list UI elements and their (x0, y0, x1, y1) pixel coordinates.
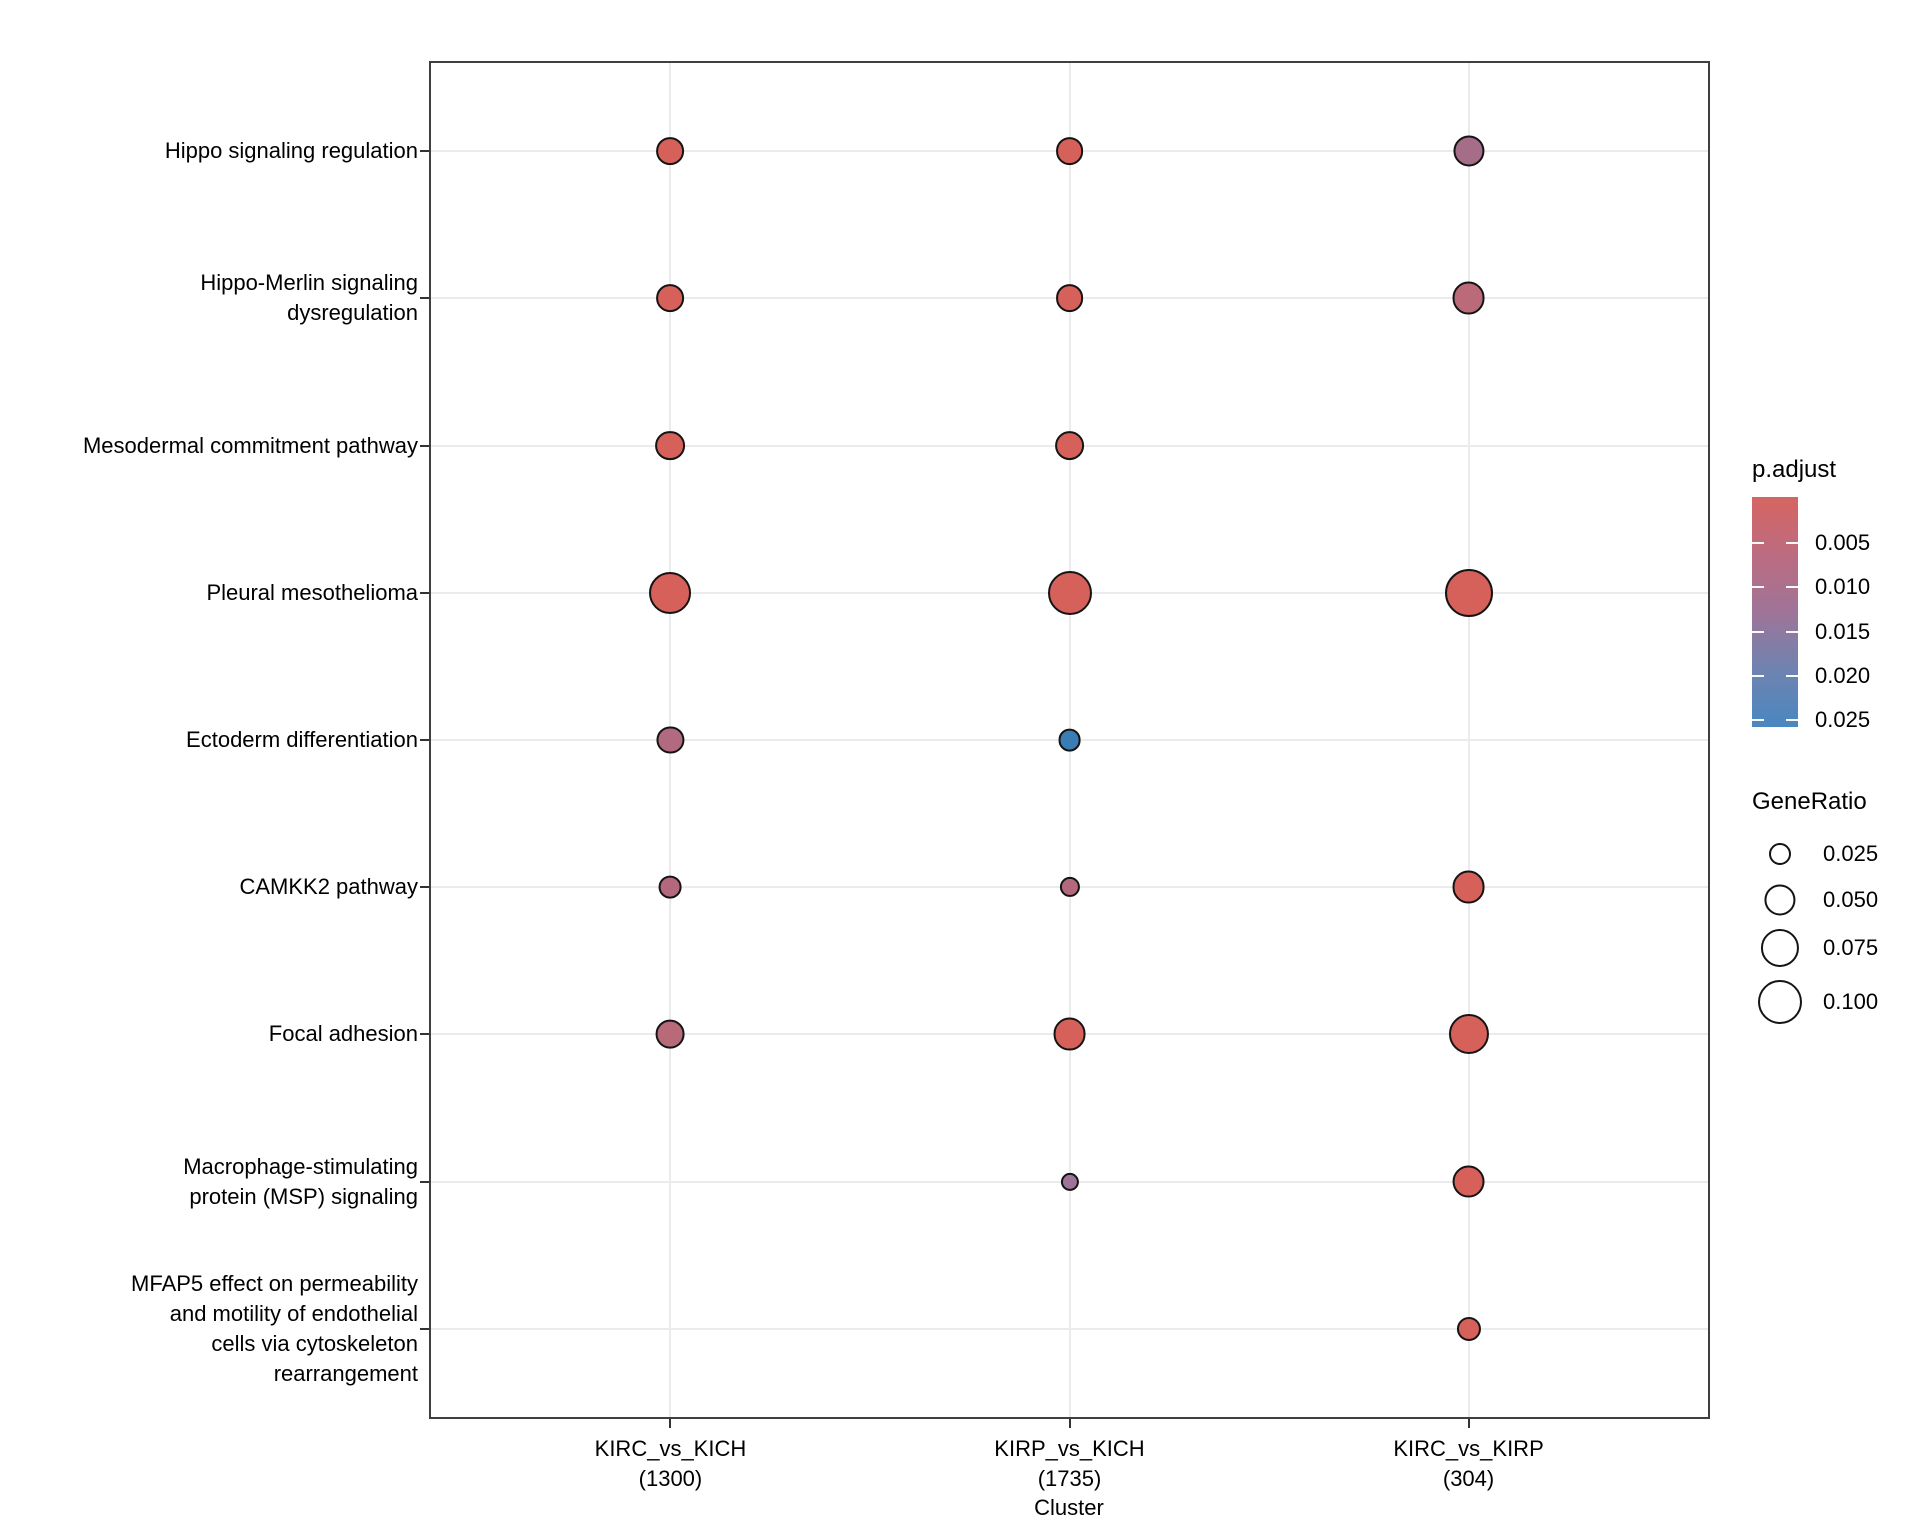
y-axis-label: Hippo-Merlin signaling dysregulation (200, 270, 418, 326)
y-axis-label: Macrophage-stimulating protein (MSP) sig… (183, 1153, 418, 1209)
colorbar-tick (1786, 542, 1798, 544)
y-axis-tick (420, 150, 429, 153)
data-point-dot (1053, 1017, 1086, 1051)
generatio-legend-circle (1760, 928, 1800, 968)
data-point-dot (1452, 870, 1486, 904)
generatio-legend-label: 0.050 (1823, 887, 1879, 912)
colorbar-tick (1752, 674, 1764, 677)
colorbar-tick-label: 0.020 (1815, 662, 1871, 688)
y-axis-label: Pleural mesothelioma (206, 579, 418, 605)
x-axis-label: KIRP_vs_KICH (1735) (940, 1434, 1200, 1494)
data-point-dot (1054, 430, 1085, 461)
padjust-colorbar (1752, 497, 1798, 727)
y-axis-tick (420, 1033, 429, 1036)
y-axis-tick (420, 444, 429, 447)
data-point-dot (1055, 284, 1084, 313)
y-axis-label: Mesodermal commitment pathway (82, 432, 418, 458)
generatio-legend-label: 0.075 (1823, 935, 1879, 960)
colorbar-tick (1752, 719, 1764, 721)
data-point-dot (1453, 135, 1485, 167)
colorbar-tick-label: 0.025 (1815, 707, 1871, 732)
x-axis-tick (1467, 1419, 1470, 1428)
cluster-name: KIRC_vs_KICH (594, 1436, 747, 1461)
data-point-dot (1452, 1165, 1486, 1198)
y-axis-tick (420, 1327, 429, 1330)
cluster-gene-count: (1300) (638, 1466, 703, 1491)
colorbar-tick-label: 0.015 (1815, 618, 1871, 644)
x-axis-label: KIRC_vs_KIRP (304) (1339, 1434, 1599, 1494)
generatio-legend-circle (1769, 843, 1791, 865)
data-point-dot (656, 137, 685, 166)
data-point-dot (1060, 1172, 1079, 1191)
data-point-dot (1055, 137, 1084, 166)
y-axis-label: Focal adhesion (268, 1021, 418, 1047)
y-axis-tick (420, 297, 429, 300)
y-axis-label: Hippo signaling regulation (164, 138, 418, 164)
data-point-dot (1452, 282, 1486, 315)
data-point-dot (1444, 568, 1493, 617)
data-point-dot (656, 1019, 685, 1049)
colorbar-tick (1752, 630, 1764, 633)
colorbar-tick-label: 0.010 (1815, 574, 1871, 600)
x-axis-label: KIRC_vs_KICH (1300) (540, 1434, 800, 1494)
padjust-legend-title: p.adjust (1752, 456, 1837, 483)
data-point-dot (656, 284, 685, 313)
y-axis-label: CAMKK2 pathway (239, 874, 418, 900)
colorbar-tick (1752, 586, 1764, 589)
colorbar-tick-label: 0.005 (1815, 530, 1871, 555)
y-axis-tick (420, 886, 429, 889)
generatio-legend-title: GeneRatio (1752, 788, 1867, 815)
y-axis-label: MFAP5 effect on permeability and motilit… (131, 1270, 418, 1386)
cluster-name: KIRC_vs_KIRP (1393, 1436, 1544, 1461)
data-point-dot (656, 726, 684, 754)
y-axis-tick (420, 1180, 429, 1183)
colorbar-tick (1752, 542, 1764, 544)
colorbar-tick (1786, 630, 1798, 633)
data-point-dot (1456, 1316, 1481, 1341)
generatio-legend-label: 0.025 (1823, 841, 1879, 866)
y-axis-tick (420, 591, 429, 594)
data-point-dot (1047, 570, 1092, 615)
data-point-dot (659, 875, 682, 899)
generatio-legend-label: 0.100 (1823, 989, 1879, 1014)
generatio-legend-circle (1758, 980, 1802, 1024)
cluster-gene-count: (1735) (1037, 1466, 1102, 1491)
horizontal-gridline (431, 1327, 1708, 1330)
data-point-dot (655, 430, 686, 461)
cluster-name: KIRP_vs_KICH (994, 1436, 1145, 1461)
data-point-dot (1058, 728, 1081, 752)
x-axis-title: Cluster (1034, 1495, 1104, 1520)
x-axis-tick (1068, 1419, 1071, 1428)
data-point-dot (649, 571, 692, 614)
y-axis-label: Ectoderm differentiation (186, 727, 418, 752)
y-axis-tick (420, 739, 429, 741)
data-point-dot (1059, 877, 1080, 898)
colorbar-tick (1786, 719, 1798, 721)
cluster-gene-count: (304) (1442, 1466, 1495, 1491)
data-point-dot (1448, 1014, 1489, 1055)
colorbar-tick (1786, 586, 1798, 589)
generatio-legend-circle (1764, 884, 1796, 916)
x-axis-tick (669, 1419, 672, 1428)
colorbar-tick (1786, 674, 1798, 677)
